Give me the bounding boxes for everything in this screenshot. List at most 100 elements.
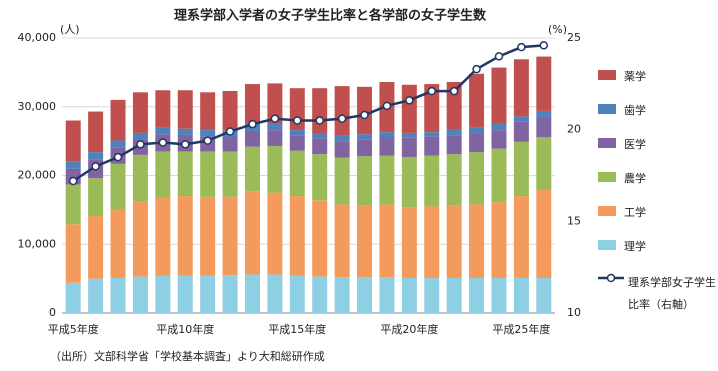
bar-segment (200, 129, 216, 137)
bar-segment (424, 277, 440, 313)
line-marker (449, 86, 459, 96)
x-tick-label: 平成10年度 (156, 322, 214, 336)
bar-segment (536, 117, 552, 137)
bar-segment (267, 145, 283, 193)
bar-segment (401, 277, 417, 313)
bar-segment (132, 154, 148, 202)
bar-segment (200, 275, 216, 313)
line-marker (225, 127, 235, 136)
bar-segment (312, 200, 328, 277)
legend-label: 薬学 (624, 70, 646, 83)
bar-segment (536, 110, 552, 118)
bar-segment (513, 59, 529, 117)
bar-segment (110, 163, 126, 210)
bar-segment (357, 86, 373, 135)
legend-item: 医学 (598, 136, 716, 170)
bar-segment (401, 156, 417, 208)
line-marker (539, 41, 549, 50)
line-marker (158, 138, 168, 147)
bar-segment (491, 123, 507, 131)
legend-item: 歯学 (598, 102, 716, 136)
legend-swatch (598, 104, 616, 114)
bar-segment (379, 277, 395, 313)
legend-item: 薬学 (598, 68, 716, 102)
line-marker (382, 101, 392, 111)
legend-label: 理学 (624, 240, 646, 253)
bar-segment (357, 277, 373, 313)
bar-segment (65, 282, 81, 313)
bar-segment (267, 83, 283, 124)
line-marker (494, 52, 504, 61)
line-marker (203, 136, 212, 145)
bar-segment (110, 99, 126, 141)
line-series (72, 44, 544, 183)
bar-segment (312, 133, 328, 139)
y-tick-label: 30,000 (18, 100, 57, 113)
bar-segment (88, 278, 104, 313)
y2-tick-label: 10 (567, 306, 581, 319)
bar-segment (222, 137, 238, 152)
bar-segment (65, 161, 81, 169)
bar-segment (289, 275, 305, 313)
bar-segment (491, 67, 507, 124)
bar-segment (469, 277, 485, 313)
bar-segment (491, 277, 507, 313)
bar-segment (177, 128, 193, 135)
y-tick-label: 20,000 (18, 169, 57, 182)
bar-segment (222, 151, 238, 197)
y-tick-label: 40,000 (18, 31, 57, 44)
legend-swatch (598, 138, 616, 148)
bar-segment (357, 134, 373, 140)
bar-segment (469, 152, 485, 205)
bar-segment (222, 275, 238, 313)
bar-segment (200, 196, 216, 276)
bar-segment (88, 111, 104, 153)
bar-segment (244, 84, 260, 124)
bar-segment (334, 135, 350, 142)
bar-segment (312, 154, 328, 201)
bar-segment (88, 178, 104, 217)
bar-segment (312, 88, 328, 134)
bar-segment (401, 84, 417, 133)
bar-segment (155, 127, 171, 135)
line-marker (427, 86, 436, 96)
bar-segment (222, 90, 238, 131)
line-marker (405, 96, 414, 105)
bar-segment (334, 204, 350, 278)
legend-label: 歯学 (624, 104, 646, 117)
x-tick-label: 平成5年度 (48, 322, 99, 336)
y2-tick-label: 20 (567, 123, 581, 136)
legend-label: 工学 (624, 206, 646, 219)
bar-segment (244, 274, 260, 313)
bar-segment (446, 205, 462, 278)
legend-swatch (598, 206, 616, 216)
bar-segment (446, 277, 462, 313)
bar-segment (244, 191, 260, 275)
bar-segment (110, 277, 126, 313)
bar-segment (401, 137, 417, 157)
legend-label: 農学 (624, 172, 646, 185)
bar-segment (110, 140, 126, 148)
legend-swatch (598, 70, 616, 80)
bar-segment (334, 141, 350, 158)
line-marker (136, 140, 145, 149)
bar-segment (132, 132, 148, 140)
bar-segment (357, 139, 373, 157)
y2-unit: (%) (548, 23, 567, 36)
bar-segment (177, 275, 193, 313)
bar-segment (379, 137, 395, 156)
line-marker (248, 119, 257, 129)
line-marker (472, 64, 481, 74)
bar-segment (401, 132, 417, 138)
bar-segment (289, 150, 305, 197)
bar-segment (88, 152, 104, 160)
line-marker (517, 42, 526, 52)
bar-segment (312, 138, 328, 155)
bar-segment (536, 189, 552, 278)
line-marker (337, 114, 347, 123)
bar-segment (379, 132, 395, 137)
bar-segment (334, 86, 350, 136)
bar-segment (267, 192, 283, 275)
